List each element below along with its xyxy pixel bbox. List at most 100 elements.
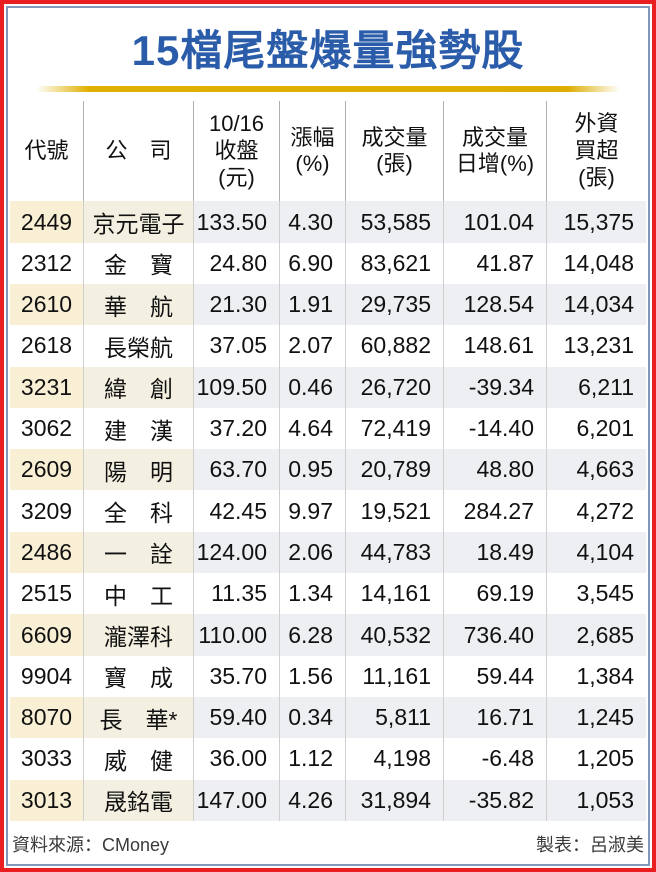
gold-divider	[36, 86, 620, 93]
cell-company: 寶 成	[83, 655, 193, 697]
data-source-label: 資料來源：CMoney	[12, 834, 170, 855]
cell-foreign-buy: 6,211	[546, 366, 646, 408]
cell-volume-gain-pct: -6.48	[443, 738, 546, 780]
cell-code: 2312	[10, 242, 83, 284]
cell-company: 一 詮	[83, 531, 193, 574]
cell-volume: 5,811	[345, 696, 443, 739]
page-title: 15檔尾盤爆量強勢股	[131, 27, 525, 74]
cell-company: 建 漢	[83, 407, 193, 450]
cell-close: 59.40	[193, 696, 279, 739]
table-row: 2610 華 航 21.30 1.91 29,735 128.54 14,034	[10, 283, 646, 326]
cell-change-pct: 0.95	[279, 449, 345, 491]
cell-close: 109.50	[193, 366, 279, 408]
cell-company: 金 寶	[83, 242, 193, 284]
cell-volume: 83,621	[345, 242, 443, 284]
cell-close: 63.70	[193, 449, 279, 491]
cell-code: 3209	[10, 490, 83, 532]
cell-company: 華 航	[83, 283, 193, 326]
cell-volume: 29,735	[345, 283, 443, 326]
cell-close: 37.20	[193, 407, 279, 450]
cell-code: 3231	[10, 366, 83, 408]
table-row: 3033 威 健 36.00 1.12 4,198 -6.48 1,205	[10, 738, 646, 780]
cell-volume-gain-pct: 48.80	[443, 449, 546, 491]
cell-foreign-buy: 4,104	[546, 531, 646, 574]
cell-company: 威 健	[83, 738, 193, 780]
cell-company: 長榮航	[83, 325, 193, 367]
cell-foreign-buy: 15,375	[546, 201, 646, 243]
table-row: 6609 瀧澤科 110.00 6.28 40,532 736.40 2,685	[10, 614, 646, 656]
table-footer: 資料來源：CMoney 製表：呂淑美	[10, 831, 646, 857]
cell-close: 110.00	[193, 614, 279, 656]
cell-volume: 31,894	[345, 779, 443, 821]
table-row: 8070 長 華* 59.40 0.34 5,811 16.71 1,245	[10, 696, 646, 739]
cell-change-pct: 6.90	[279, 242, 345, 284]
table-credit-label: 製表：呂淑美	[536, 834, 644, 855]
table-row: 3231 緯 創 109.50 0.46 26,720 -39.34 6,211	[10, 366, 646, 408]
cell-volume: 4,198	[345, 738, 443, 780]
cell-code: 9904	[10, 655, 83, 697]
cell-change-pct: 4.26	[279, 779, 345, 821]
table-row: 2618 長榮航 37.05 2.07 60,882 148.61 13,231	[10, 325, 646, 367]
cell-code: 2610	[10, 283, 83, 326]
cell-volume: 60,882	[345, 325, 443, 367]
cell-volume-gain-pct: -39.34	[443, 366, 546, 408]
cell-foreign-buy: 13,231	[546, 325, 646, 367]
cell-code: 2609	[10, 449, 83, 491]
cell-foreign-buy: 14,034	[546, 283, 646, 326]
cell-foreign-buy: 1,205	[546, 738, 646, 780]
cell-close: 36.00	[193, 738, 279, 780]
cell-volume-gain-pct: -14.40	[443, 407, 546, 450]
cell-volume-gain-pct: 128.54	[443, 283, 546, 326]
cell-close: 124.00	[193, 531, 279, 574]
cell-close: 42.45	[193, 490, 279, 532]
column-header-volume: 成交量 (張)	[345, 101, 443, 202]
cell-company: 陽 明	[83, 449, 193, 491]
cell-volume-gain-pct: 736.40	[443, 614, 546, 656]
cell-volume-gain-pct: 101.04	[443, 201, 546, 243]
column-header-company: 公 司	[83, 101, 193, 202]
table-row: 9904 寶 成 35.70 1.56 11,161 59.44 1,384	[10, 655, 646, 697]
cell-code: 2486	[10, 531, 83, 574]
cell-company: 全 科	[83, 490, 193, 532]
cell-company: 長 華*	[83, 696, 193, 739]
cell-code: 3013	[10, 779, 83, 821]
cell-volume: 14,161	[345, 573, 443, 615]
table-body: 2449 京元電子 133.50 4.30 53,585 101.04 15,375 2312…	[10, 201, 646, 821]
column-header-code: 代號	[24, 137, 69, 163]
cell-company: 京元電子	[83, 201, 193, 243]
cell-foreign-buy: 1,384	[546, 655, 646, 697]
cell-volume-gain-pct: 41.87	[443, 242, 546, 284]
cell-change-pct: 6.28	[279, 614, 345, 656]
cell-change-pct: 1.91	[279, 283, 345, 326]
cell-foreign-buy: 1,245	[546, 696, 646, 739]
cell-foreign-buy: 4,663	[546, 449, 646, 491]
cell-code: 2449	[10, 201, 83, 243]
cell-volume: 11,161	[345, 655, 443, 697]
cell-volume-gain-pct: 69.19	[443, 573, 546, 615]
cell-code: 8070	[10, 696, 83, 739]
cell-foreign-buy: 6,201	[546, 407, 646, 450]
cell-close: 11.35	[193, 573, 279, 615]
table-row: 2449 京元電子 133.50 4.30 53,585 101.04 15,375	[10, 201, 646, 243]
table-row: 2486 一 詮 124.00 2.06 44,783 18.49 4,104	[10, 531, 646, 574]
table-row: 2312 金 寶 24.80 6.90 83,621 41.87 14,048	[10, 242, 646, 284]
table-row: 3209 全 科 42.45 9.97 19,521 284.27 4,272	[10, 490, 646, 532]
cell-close: 147.00	[193, 779, 279, 821]
cell-change-pct: 9.97	[279, 490, 345, 532]
cell-volume-gain-pct: 18.49	[443, 531, 546, 574]
cell-company: 晟銘電	[83, 779, 193, 821]
cell-company: 瀧澤科	[83, 614, 193, 656]
cell-company: 中 工	[83, 573, 193, 615]
cell-change-pct: 1.56	[279, 655, 345, 697]
cell-volume: 20,789	[345, 449, 443, 491]
column-header-close: 10/16 收盤 (元)	[193, 101, 279, 202]
cell-volume-gain-pct: 59.44	[443, 655, 546, 697]
cell-foreign-buy: 14,048	[546, 242, 646, 284]
column-header-foreign-buy: 外資 買超 (張)	[546, 101, 646, 202]
cell-close: 37.05	[193, 325, 279, 367]
cell-change-pct: 1.12	[279, 738, 345, 780]
table-row: 3062 建 漢 37.20 4.64 72,419 -14.40 6,201	[10, 407, 646, 450]
cell-code: 3062	[10, 407, 83, 450]
cell-volume: 44,783	[345, 531, 443, 574]
